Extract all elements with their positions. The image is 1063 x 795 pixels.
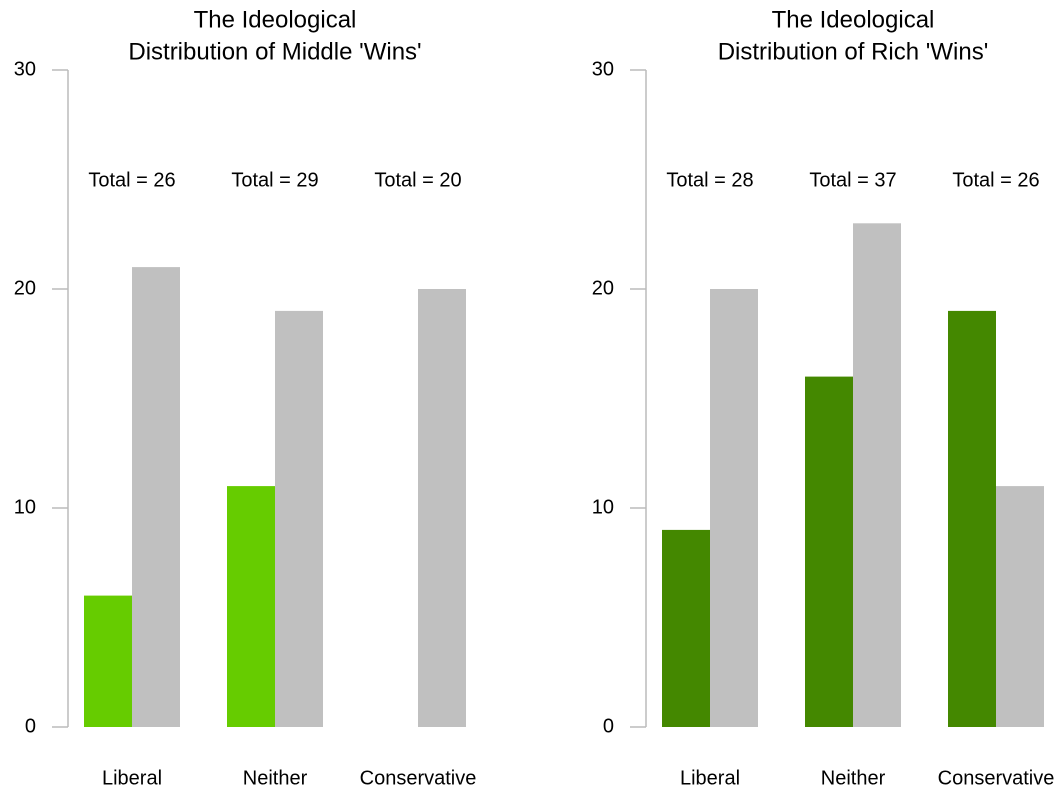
y-tick-label: 20 [592, 277, 614, 299]
chart-title: Distribution of Middle 'Wins' [128, 38, 421, 65]
annotation: Total = 26 [88, 169, 175, 191]
y-tick-label: 10 [592, 496, 614, 518]
y-tick-label: 20 [14, 277, 36, 299]
annotation: Total = 26 [952, 169, 1039, 191]
x-tick-label: Neither [821, 767, 886, 789]
bar [418, 289, 466, 727]
x-tick-label: Neither [243, 767, 308, 789]
y-tick-label: 30 [592, 58, 614, 80]
x-tick-label: Liberal [102, 767, 162, 789]
bar [275, 310, 323, 727]
y-tick-label: 0 [25, 715, 36, 737]
chart-title: The Ideological [194, 6, 357, 33]
x-tick-label: Conservative [938, 767, 1055, 789]
bar [853, 223, 901, 728]
bar [996, 486, 1044, 727]
bar [710, 289, 758, 727]
bar [84, 595, 132, 727]
chart-title: Distribution of Rich 'Wins' [718, 38, 989, 65]
y-tick-label: 10 [14, 496, 36, 518]
annotation: Total = 28 [666, 169, 753, 191]
y-tick-label: 0 [603, 715, 614, 737]
bar [662, 529, 710, 727]
bar [805, 376, 853, 727]
bar [227, 486, 275, 727]
annotation: Total = 37 [809, 169, 896, 191]
chart-title: The Ideological [772, 6, 935, 33]
x-tick-label: Liberal [680, 767, 740, 789]
annotation: Total = 20 [374, 169, 461, 191]
y-tick-label: 30 [14, 58, 36, 80]
bar [948, 310, 996, 727]
x-tick-label: Conservative [360, 767, 477, 789]
bar [132, 267, 180, 727]
annotation: Total = 29 [231, 169, 318, 191]
